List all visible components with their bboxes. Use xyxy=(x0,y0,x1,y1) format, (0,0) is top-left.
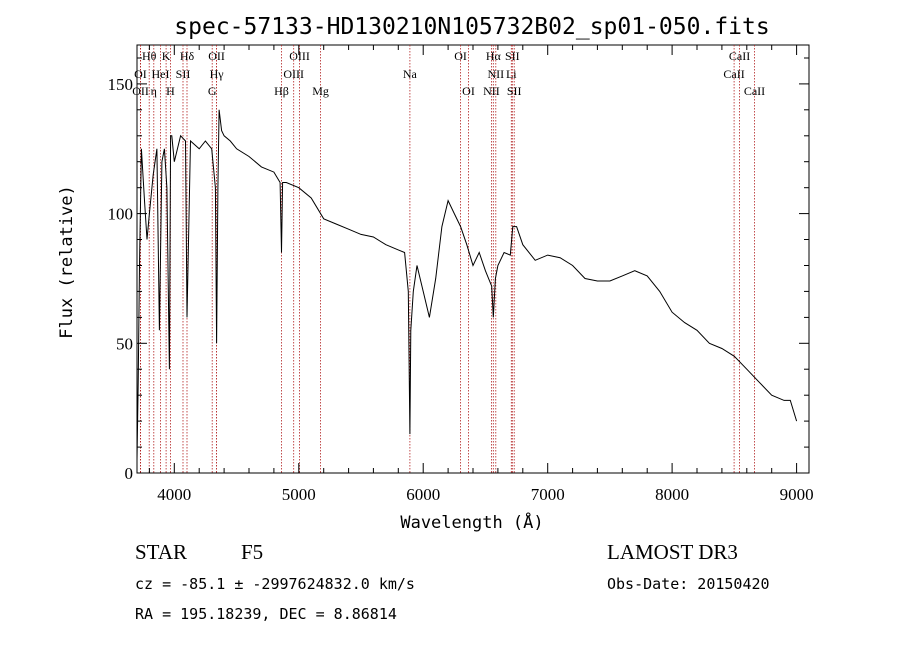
y-tick-label: 100 xyxy=(108,205,134,224)
x-tick-label: 8000 xyxy=(655,485,689,504)
line-label-5: OI xyxy=(454,49,467,63)
line-label-17: CaII xyxy=(723,67,744,81)
line-label-20: H xyxy=(166,84,175,98)
object-subclass: F5 xyxy=(241,540,263,564)
obs-date: Obs-Date: 20150420 xyxy=(607,575,770,593)
line-label-15: NII xyxy=(487,67,504,81)
x-tick-label: 7000 xyxy=(531,485,565,504)
plot-frame xyxy=(136,44,810,474)
line-label-6: Hα xyxy=(486,49,502,63)
line-label-27: CaII xyxy=(744,84,765,98)
line-label-14: Na xyxy=(403,67,418,81)
line-label-0: Hθ xyxy=(142,49,157,63)
line-label-12: Hγ xyxy=(210,67,225,81)
coordinates-readout: RA = 195.18239, DEC = 8.86814 xyxy=(135,605,397,623)
line-label-1: K xyxy=(162,49,171,63)
x-tick-label: 4000 xyxy=(157,485,191,504)
spectral-line-markers xyxy=(139,45,755,473)
line-label-8: CaII xyxy=(729,49,750,63)
line-label-11: SII xyxy=(176,67,191,81)
line-label-3: OII xyxy=(208,49,225,63)
line-label-21: G xyxy=(208,84,217,98)
line-label-19: η xyxy=(151,84,157,98)
line-label-16: Li xyxy=(506,67,517,81)
x-tick-label: 6000 xyxy=(406,485,440,504)
line-label-2: Hδ xyxy=(180,49,195,63)
object-class: STAR xyxy=(135,540,187,564)
redshift-readout: cz = -85.1 ± -2997624832.0 km/s xyxy=(135,575,415,593)
line-label-25: NII xyxy=(483,84,500,98)
y-tick-label: 0 xyxy=(125,464,134,483)
line-label-4: OIII xyxy=(289,49,310,63)
chart-title: spec-57133-HD130210N105732B02_sp01-050.f… xyxy=(174,14,769,40)
y-axis-ticks: 0 50 100 150 xyxy=(108,57,809,483)
y-axis-title: Flux (relative) xyxy=(57,185,77,339)
line-label-13: OIII xyxy=(283,67,304,81)
x-tick-label: 9000 xyxy=(780,485,814,504)
line-label-24: OI xyxy=(462,84,475,98)
spectrum-line xyxy=(136,109,798,461)
line-label-10: HeI xyxy=(152,67,170,81)
line-label-18: OII xyxy=(132,84,149,98)
x-axis-title: Wavelength (Å) xyxy=(400,511,543,533)
x-tick-label: 5000 xyxy=(282,485,316,504)
y-tick-label: 50 xyxy=(116,334,133,353)
line-label-22: Hβ xyxy=(274,84,289,98)
line-label-7: SII xyxy=(505,49,520,63)
x-axis-ticks: 4000 5000 6000 7000 8000 9000 xyxy=(148,45,814,504)
y-tick-label: 150 xyxy=(108,75,134,94)
line-label-9: OI xyxy=(134,67,147,81)
line-label-23: Mg xyxy=(312,84,329,98)
survey-name: LAMOST DR3 xyxy=(607,540,738,564)
line-label-26: SII xyxy=(507,84,522,98)
